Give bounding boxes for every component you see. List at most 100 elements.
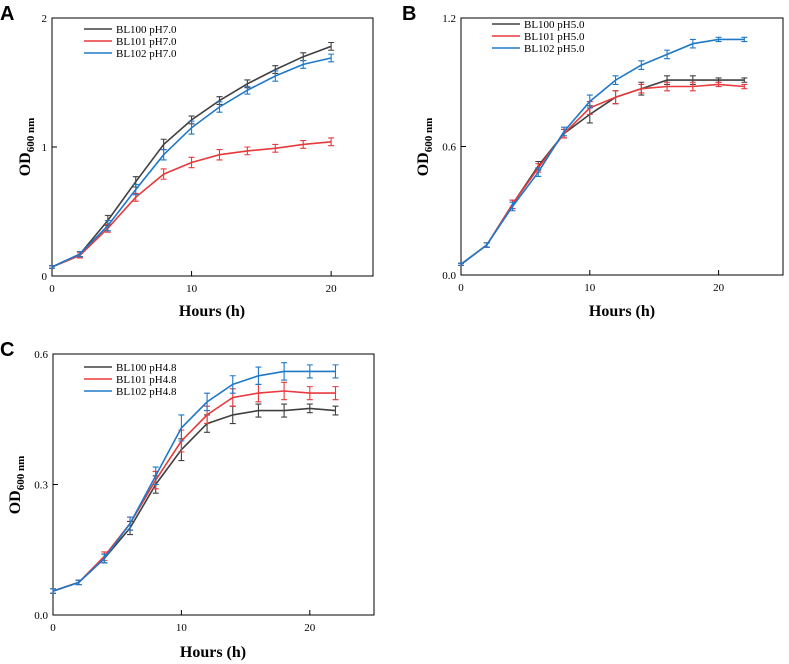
legend-label: BL101 pH4.8	[116, 374, 177, 386]
error-bar	[332, 386, 339, 401]
error-bar	[188, 156, 195, 169]
error-bar	[715, 81, 722, 88]
error-bar	[204, 392, 211, 412]
error-bar	[104, 219, 111, 232]
y-axis-subscript: 600 nm	[423, 118, 435, 153]
y-axis-main: OD	[7, 490, 24, 514]
panel-c-series	[50, 362, 339, 594]
panel-b-x-tick-labels: 0 10 20	[458, 282, 724, 294]
error-bar	[101, 553, 108, 564]
error-bar	[76, 250, 83, 258]
legend-label: BL100 pH4.8	[116, 362, 177, 374]
y-tick-label: 0.6	[34, 349, 48, 361]
error-bar	[178, 414, 185, 442]
error-bar	[612, 90, 619, 105]
series-line	[460, 79, 745, 265]
error-bar	[255, 366, 262, 385]
legend-label: BL101 pH7.0	[116, 36, 177, 48]
x-tick-label: 20	[713, 282, 725, 294]
series-line	[51, 45, 332, 268]
panel-b: B 0 10 20 0.0 0.6 1.2 Hours (h) OD600 nm…	[402, 3, 784, 320]
x-tick-label: 0	[458, 282, 464, 294]
panel-c: C 0 10 20 0.0 0.3 0.6 Hours (h) OD600 nm…	[0, 339, 375, 661]
panel-c-x-axis-title: Hours (h)	[180, 644, 246, 661]
panel-b-plot-frame	[460, 17, 784, 276]
error-bar	[75, 579, 82, 586]
error-bar	[664, 81, 671, 92]
panel-a-legend: BL100 pH7.0 BL101 pH7.0 BL102 pH7.0	[84, 24, 177, 60]
error-bar	[638, 60, 645, 70]
y-tick-label: 0.3	[34, 480, 48, 492]
panel-b-y-tick-labels: 0.0 0.6 1.2	[442, 13, 456, 282]
error-bar	[281, 362, 288, 381]
error-bar	[689, 81, 696, 92]
error-bar	[664, 49, 671, 60]
error-bar	[50, 588, 56, 594]
legend-label: BL100 pH7.0	[116, 24, 177, 36]
legend-item: BL100 pH4.8	[84, 362, 177, 374]
legend-label: BL101 pH5.0	[524, 31, 585, 43]
y-tick-label: 1	[42, 142, 48, 154]
y-axis-subscript: 600 nm	[25, 118, 37, 153]
error-bar	[229, 375, 236, 394]
error-bar	[188, 120, 195, 135]
error-bar	[272, 70, 279, 82]
error-bar	[509, 201, 516, 212]
error-bar	[244, 146, 251, 156]
panel-a-x-tick-labels: 0 10 20	[49, 283, 337, 295]
x-tick-label: 10	[186, 283, 198, 295]
error-bar	[255, 403, 262, 418]
error-bar	[741, 77, 748, 83]
panel-c-letter: C	[0, 339, 14, 361]
error-bar	[483, 242, 490, 248]
series-line	[52, 407, 336, 592]
legend-label: BL100 pH5.0	[524, 19, 585, 31]
panel-c-legend: BL100 pH4.8 BL101 pH4.8 BL102 pH4.8	[84, 362, 177, 398]
error-bar	[306, 364, 313, 379]
error-bar	[281, 403, 288, 418]
error-bar	[689, 38, 696, 49]
panel-b-letter: B	[402, 3, 416, 25]
legend-item: BL101 pH4.8	[84, 374, 177, 386]
panel-a-letter: A	[0, 3, 14, 25]
error-bar	[306, 403, 313, 414]
series-line	[460, 38, 745, 265]
error-bar	[741, 83, 748, 90]
error-bar	[300, 140, 307, 149]
y-tick-label: 0	[42, 271, 48, 283]
error-bar	[535, 167, 542, 178]
panel-c-y-axis-title: OD600 nm	[7, 456, 27, 515]
error-bar	[638, 83, 645, 94]
y-axis-main: OD	[415, 152, 432, 176]
panel-b-y-axis-title: OD600 nm	[415, 118, 435, 177]
legend-item: BL100 pH5.0	[492, 19, 585, 31]
error-bar	[332, 405, 339, 416]
x-tick-label: 20	[304, 622, 316, 634]
error-bar	[328, 53, 335, 63]
panel-a-y-axis-title: OD600 nm	[17, 118, 37, 177]
panel-a-x-axis-title: Hours (h)	[179, 303, 245, 320]
series-line	[52, 370, 336, 592]
panel-a: A 0 10 20 0 1 2 Hours (h) OD600 nm BL100…	[0, 3, 374, 320]
panel-b-ticks	[460, 17, 720, 276]
x-tick-label: 0	[49, 283, 55, 295]
y-tick-label: 0.0	[34, 610, 48, 622]
error-bar	[216, 149, 223, 161]
error-bar	[281, 381, 288, 401]
panel-a-y-tick-labels: 0 1 2	[42, 13, 48, 283]
error-bar	[300, 60, 307, 69]
series-line	[52, 390, 336, 592]
error-bar	[160, 149, 167, 161]
error-bar	[612, 75, 619, 85]
panel-c-ticks	[52, 353, 311, 616]
legend-item: BL100 pH7.0	[84, 24, 177, 36]
error-bar	[306, 386, 313, 401]
error-bar	[328, 137, 335, 147]
error-bar	[160, 168, 167, 180]
error-bar	[586, 94, 593, 109]
y-tick-label: 0.6	[442, 142, 456, 154]
legend-item: BL102 pH7.0	[84, 48, 177, 60]
error-bar	[132, 183, 139, 196]
legend-label: BL102 pH4.8	[116, 386, 177, 398]
